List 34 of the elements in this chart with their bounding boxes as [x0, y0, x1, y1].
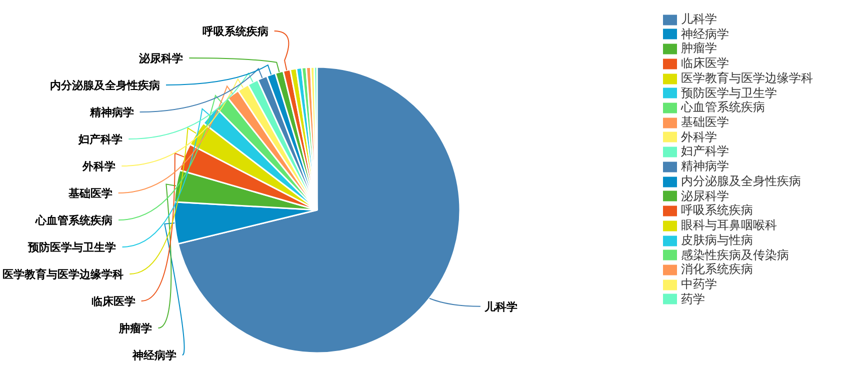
legend-label: 内分泌腺及全身性疾病: [681, 174, 801, 188]
legend-label: 肿瘤学: [681, 41, 717, 56]
legend-label: 感染性疾病及传染病: [681, 248, 789, 262]
data-label: 外科学: [82, 160, 116, 173]
legend-label: 妇产科学: [681, 144, 729, 158]
legend-label: 精神病学: [681, 159, 729, 174]
legend-label: 儿科学: [681, 12, 717, 26]
legend-label: 呼吸系统疾病: [681, 203, 753, 218]
legend-label: 皮肤病与性病: [681, 232, 753, 247]
legend-label: 眼科与耳鼻咽喉科: [681, 218, 777, 232]
data-label: 神经病学: [131, 349, 176, 362]
legend-label: 预防医学与卫生学: [681, 86, 777, 100]
data-label: 呼吸系统疾病: [202, 25, 268, 38]
legend-label: 神经病学: [681, 26, 729, 41]
legend-label: 消化系统疾病: [681, 262, 753, 276]
data-label: 肿瘤学: [118, 322, 152, 335]
data-label: 医学教育与医学边缘学科: [2, 268, 124, 281]
data-label: 妇产科学: [78, 133, 123, 146]
data-label: 基础医学: [67, 187, 112, 200]
data-label: 临床医学: [91, 295, 136, 308]
legend-label: 基础医学: [681, 115, 729, 130]
legend-label: 医学教育与医学边缘学科: [681, 70, 813, 85]
legend-label: 药学: [681, 292, 705, 306]
legend-label: 外科学: [681, 130, 717, 144]
data-label: 内分泌腺及全身性疾病: [50, 79, 160, 92]
legend-label: 心血管系统疾病: [681, 100, 765, 114]
data-label: 预防医学与卫生学: [27, 241, 116, 254]
legend-label: 泌尿科学: [681, 188, 729, 203]
data-label: 儿科学: [483, 300, 518, 314]
data-label: 精神病学: [88, 106, 134, 119]
data-label: 泌尿科学: [138, 52, 184, 65]
legend-label: 中药学: [681, 276, 717, 291]
legend-label: 临床医学: [681, 56, 729, 70]
data-label: 心血管系统疾病: [34, 214, 113, 227]
